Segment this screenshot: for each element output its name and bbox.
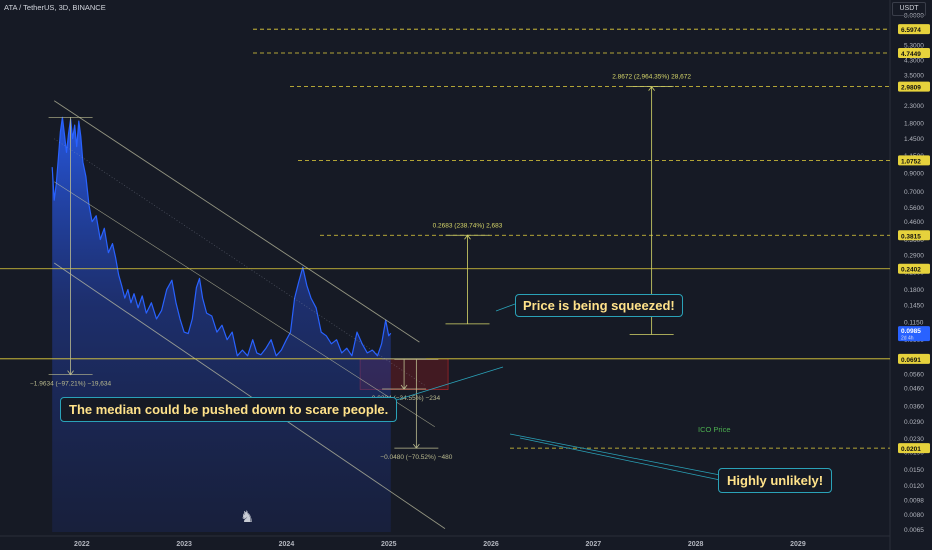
callout-median[interactable]: The median could be pushed down to scare… [60,397,398,422]
price-level-badge [898,443,930,454]
price-level-badge [898,81,930,92]
y-tick-label: 0.1150 [904,319,924,326]
measure-arrow [648,85,655,91]
x-tick-label: 2022 [74,541,90,548]
price-level-badge [898,353,930,364]
y-tick-label: 0.0150 [904,467,924,474]
measure-arrow [67,370,74,376]
measure-arrow [400,384,408,390]
symbol-title[interactable]: ATA / TetherUS, 3D, BINANCE [4,3,106,12]
measure-label: −0.0234 (−34.55%) −234 [368,395,440,402]
price-level-badge [898,263,930,274]
y-tick-label: 0.0360 [904,403,924,410]
price-level-badge-label: 6.5974 [901,27,921,34]
ico-price-label: ICO Price [698,425,731,434]
measure-arrow [413,443,420,449]
y-tick-label: 0.7000 [904,189,924,196]
y-tick-label: 0.1450 [904,303,924,310]
x-tick-label: 2027 [586,541,602,548]
y-tick-label: 0.0560 [904,372,924,379]
price-level-badge [898,230,930,241]
callout-leader-line [389,366,504,403]
currency-button[interactable]: USDT [892,2,926,16]
price-level-badge [898,24,930,35]
channel-inner-line [54,138,425,386]
channel-median-line [54,181,435,428]
current-price-countdown: 2d 4h [901,336,914,342]
y-tick-label: 0.0460 [904,386,924,393]
price-level-badge-label: 1.0752 [901,158,921,165]
y-tick-label: 0.4600 [904,219,924,226]
y-tick-label: 0.0290 [904,419,924,426]
price-level-badge-label: 2.9809 [901,85,921,92]
current-price-label: 0.0985 [901,328,921,335]
price-level-badge-label: 4.7449 [901,51,921,58]
y-tick-label: 0.0230 [904,436,924,443]
x-tick-label: 2026 [483,541,499,548]
price-area [52,117,391,533]
y-tick-label: 3.5000 [904,73,924,80]
callout-leader-line [495,303,516,312]
callout-highly-unlikely[interactable]: Highly unlikely! [718,468,833,493]
price-level-badge-label: 0.0201 [901,446,921,453]
x-tick-label: 2023 [176,541,192,548]
y-tick-label: 0.5600 [904,205,924,212]
y-tick-label: 2.3000 [904,103,924,110]
y-tick-label: 0.9000 [904,171,924,178]
measure-label: 2.8672 (2,964.35%) 28,672 [612,74,691,81]
y-tick-label: 5.3000 [904,43,924,50]
x-tick-label: 2025 [381,541,397,548]
y-tick-label: 4.3000 [904,58,924,65]
price-level-badge-label: 0.0691 [901,357,921,364]
tradingview-logo-icon[interactable]: ♞ [240,509,255,526]
y-tick-label: 1.8000 [904,121,924,128]
price-level-badge [898,48,930,59]
y-tick-label: 0.0190 [904,450,924,457]
channel-upper-line [53,100,420,343]
measure-label: 0.2683 (238.74%) 2,683 [433,222,503,229]
price-level-badge-label: 0.2402 [901,267,921,274]
x-tick-label: 2029 [790,541,806,548]
y-tick-label: 0.3600 [904,237,924,244]
callout-leader-line [509,433,721,476]
price-level-badge [898,155,930,166]
current-price-badge [898,326,930,342]
y-tick-label: 0.2900 [904,253,924,260]
y-tick-label: 0.0120 [904,483,924,490]
price-line [51,116,392,357]
y-tick-label: 0.0065 [904,527,924,534]
x-tick-label: 2024 [279,541,295,548]
measure-label: −1.9634 (−97.21%) −19,634 [30,381,112,388]
measure-label: −0.0480 (−70.52%) −480 [380,454,452,461]
measure-arrow [464,234,471,240]
x-tick-label: 2028 [688,541,704,548]
channel-lower-line [53,262,446,530]
callout-leader-line [519,437,721,481]
price-level-badge-label: 0.3815 [901,233,921,240]
callout-price-squeezed[interactable]: Price is being squeezed! [515,294,683,317]
y-tick-label: 1.4500 [904,136,924,143]
y-tick-label: 0.1800 [904,287,924,294]
y-tick-label: 0.0080 [904,512,924,519]
y-tick-label: 0.0098 [904,498,924,505]
y-tick-label: 8.0000 [904,13,924,20]
